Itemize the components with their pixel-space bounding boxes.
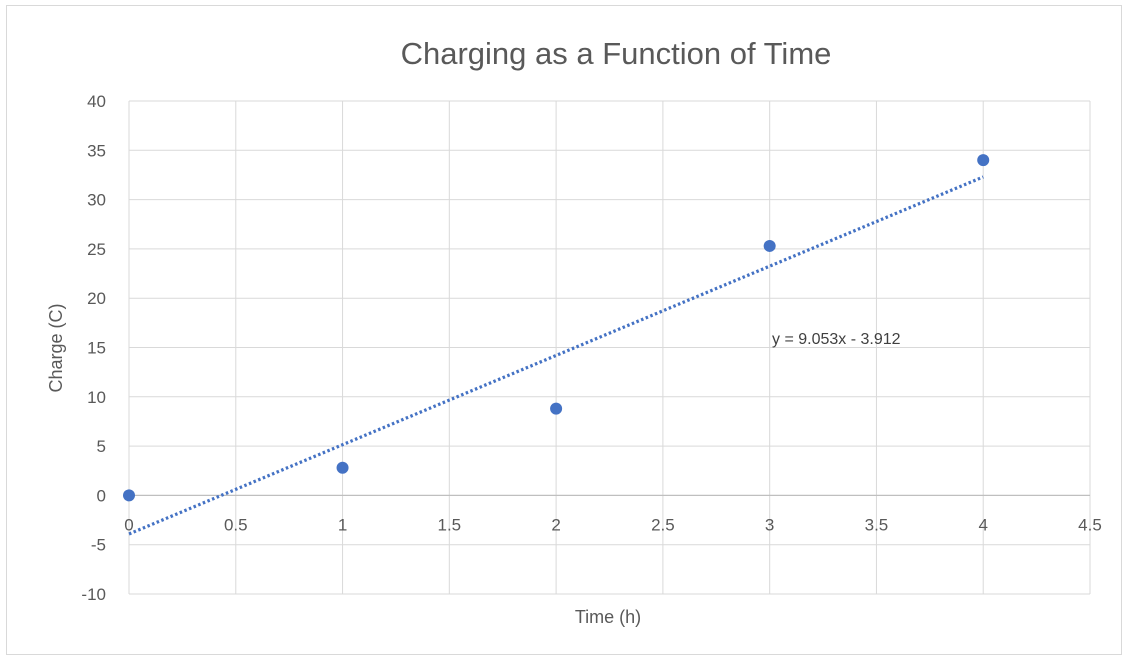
x-axis-title: Time (h): [575, 607, 641, 627]
y-tick-label: 20: [87, 289, 106, 308]
x-tick-label: 4.5: [1078, 515, 1102, 534]
x-tick-label: 1: [338, 515, 347, 534]
y-axis-title: Charge (C): [46, 303, 66, 392]
data-point: [763, 239, 776, 252]
chart-frame: [6, 5, 1122, 655]
trendline-layer: [128, 175, 984, 536]
y-tick-label: -10: [81, 585, 106, 604]
trendline-equation: y = 9.053x - 3.912: [772, 331, 901, 348]
tick-labels: -10 -5 0 5 10 15 20 25 30 35 40 0 0.5 1 1.5 2 2.5 3 3.5 4 4.…: [81, 92, 1101, 604]
x-tick-label: 0: [124, 515, 133, 534]
y-tick-label: 0: [97, 486, 106, 505]
x-tick-label: 2.5: [651, 515, 675, 534]
y-tick-label: -5: [91, 536, 106, 555]
x-tick-label: 3: [765, 515, 774, 534]
y-tick-label: 25: [87, 240, 106, 259]
data-point: [123, 489, 135, 502]
chart-title: Charging as a Function of Time: [401, 36, 832, 71]
gridlines: [128, 100, 1091, 595]
data-point: [336, 461, 349, 474]
y-tick-label: 15: [87, 339, 106, 358]
y-tick-label: 10: [87, 388, 106, 407]
x-tick-label: 1.5: [438, 515, 462, 534]
data-point: [550, 402, 563, 415]
trendline: [128, 175, 984, 536]
y-tick-label: 5: [97, 437, 106, 456]
data-points: [123, 154, 990, 502]
x-tick-label: 0.5: [224, 515, 248, 534]
y-tick-label: 35: [87, 141, 106, 160]
data-point: [977, 154, 990, 167]
x-tick-label: 4: [978, 515, 987, 534]
y-tick-label: 30: [87, 191, 106, 210]
x-tick-label: 2: [551, 515, 560, 534]
x-tick-label: 3.5: [865, 515, 889, 534]
y-tick-label: 40: [87, 92, 106, 111]
